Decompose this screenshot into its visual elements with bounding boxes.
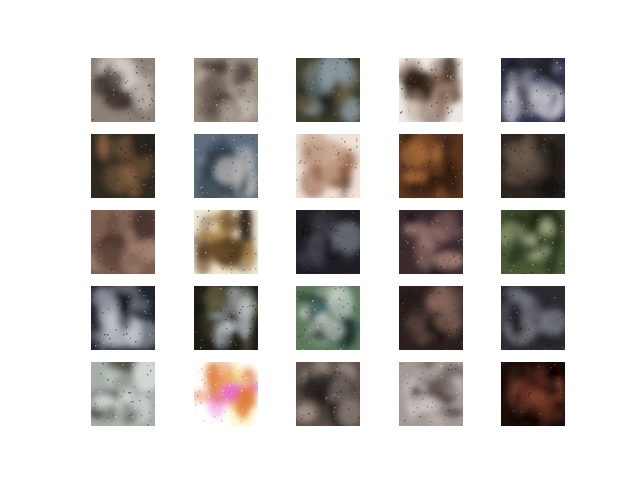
sample-image [296,362,360,426]
sample-image [399,286,463,350]
sample-image-canvas [399,286,463,350]
sample-image [194,210,258,274]
sample-image-canvas [399,134,463,198]
sample-image-canvas [399,210,463,274]
sample-image-canvas [296,286,360,350]
sample-image [501,210,565,274]
sample-image [501,286,565,350]
sample-image-canvas [296,58,360,122]
sample-image-canvas [91,134,155,198]
sample-image [501,58,565,122]
sample-image [91,210,155,274]
sample-image-canvas [194,286,258,350]
sample-image [399,134,463,198]
sample-image [91,134,155,198]
sample-image [91,362,155,426]
sample-image [194,58,258,122]
sample-image-canvas [194,58,258,122]
sample-image-canvas [501,210,565,274]
sample-image [194,286,258,350]
sample-image-canvas [399,58,463,122]
sample-image [296,286,360,350]
sample-image-canvas [91,362,155,426]
sample-image-canvas [399,362,463,426]
sample-image [296,210,360,274]
sample-image-canvas [91,58,155,122]
sample-image [91,58,155,122]
sample-image [501,134,565,198]
sample-image-canvas [296,210,360,274]
sample-image [399,210,463,274]
sample-image-canvas [194,362,258,426]
sample-image-canvas [501,286,565,350]
sample-image [194,362,258,426]
sample-image [296,134,360,198]
sample-image-canvas [501,362,565,426]
sample-image [296,58,360,122]
sample-image-canvas [501,58,565,122]
sample-image [194,134,258,198]
sample-image [399,58,463,122]
sample-image-canvas [296,362,360,426]
sample-image-canvas [194,210,258,274]
sample-image [399,362,463,426]
sample-image-canvas [91,210,155,274]
sample-image-canvas [296,134,360,198]
sample-image [91,286,155,350]
sample-image [501,362,565,426]
sample-image-canvas [91,286,155,350]
sample-image-canvas [194,134,258,198]
sample-image-canvas [501,134,565,198]
